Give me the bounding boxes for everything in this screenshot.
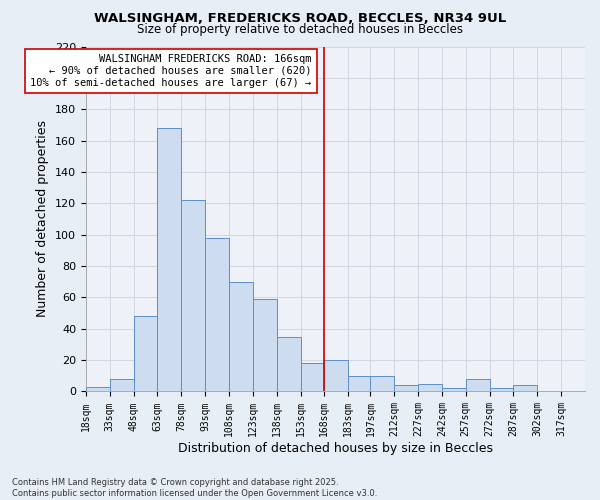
Bar bbox=[325, 360, 348, 392]
Y-axis label: Number of detached properties: Number of detached properties bbox=[37, 120, 49, 318]
Text: WALSINGHAM FREDERICKS ROAD: 166sqm
← 90% of detached houses are smaller (620)
10: WALSINGHAM FREDERICKS ROAD: 166sqm ← 90%… bbox=[31, 54, 311, 88]
Text: WALSINGHAM, FREDERICKS ROAD, BECCLES, NR34 9UL: WALSINGHAM, FREDERICKS ROAD, BECCLES, NR… bbox=[94, 12, 506, 26]
Text: Contains HM Land Registry data © Crown copyright and database right 2025.
Contai: Contains HM Land Registry data © Crown c… bbox=[12, 478, 377, 498]
Text: Size of property relative to detached houses in Beccles: Size of property relative to detached ho… bbox=[137, 22, 463, 36]
Bar bbox=[370, 376, 394, 392]
Bar bbox=[253, 299, 277, 392]
Bar bbox=[348, 376, 372, 392]
Bar bbox=[301, 363, 325, 392]
Bar bbox=[134, 316, 157, 392]
Bar bbox=[181, 200, 205, 392]
Bar bbox=[490, 388, 514, 392]
Bar bbox=[394, 385, 418, 392]
Bar bbox=[514, 385, 538, 392]
Bar bbox=[442, 388, 466, 392]
X-axis label: Distribution of detached houses by size in Beccles: Distribution of detached houses by size … bbox=[178, 442, 493, 455]
Bar bbox=[110, 379, 134, 392]
Bar bbox=[277, 336, 301, 392]
Bar bbox=[205, 238, 229, 392]
Bar bbox=[157, 128, 181, 392]
Bar bbox=[466, 379, 490, 392]
Bar bbox=[229, 282, 253, 392]
Bar bbox=[86, 387, 110, 392]
Bar bbox=[418, 384, 442, 392]
